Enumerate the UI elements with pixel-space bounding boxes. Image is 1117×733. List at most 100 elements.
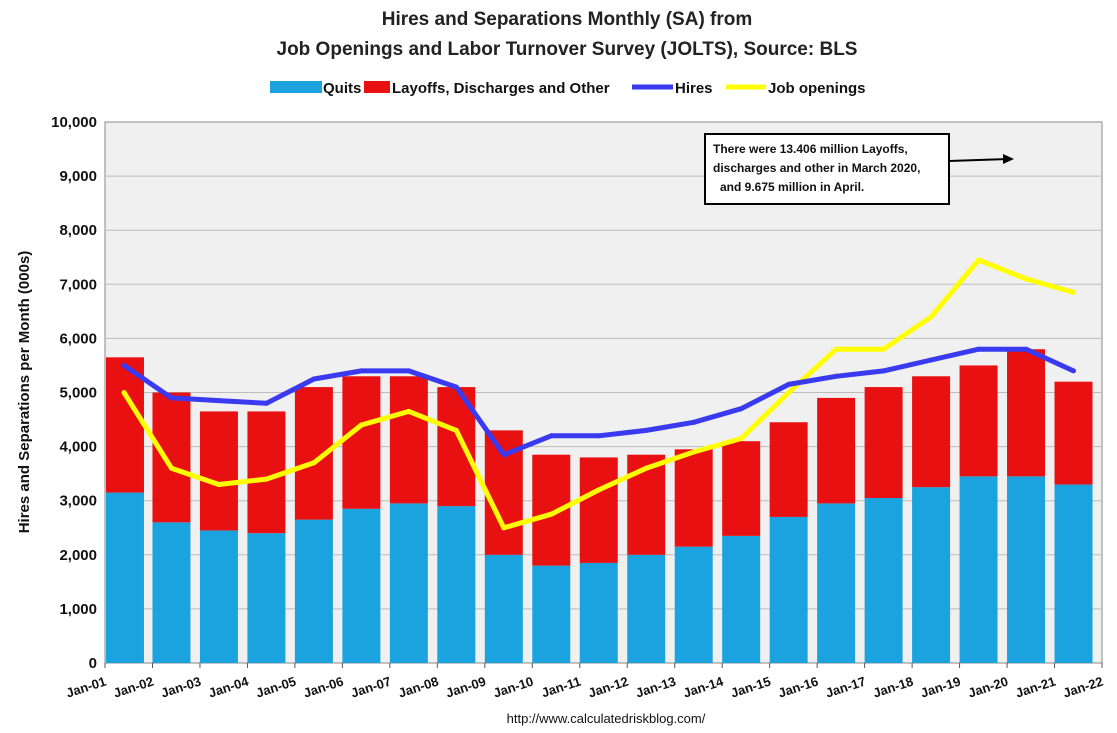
y-tick-label: 2,000 bbox=[59, 547, 97, 564]
line-hires-point bbox=[928, 357, 934, 363]
y-axis-label: Hires and Separations per Month (000s) bbox=[16, 251, 33, 534]
x-tick-label: Jan-09 bbox=[444, 674, 488, 701]
x-tick-label: Jan-22 bbox=[1061, 674, 1105, 701]
bar-quits bbox=[342, 508, 381, 663]
x-tick-label: Jan-14 bbox=[681, 673, 726, 700]
line-hires-point bbox=[691, 419, 697, 425]
legend-label-layoffs: Layoffs, Discharges and Other bbox=[392, 80, 610, 97]
bar-quits bbox=[912, 487, 951, 663]
chart-subtitle: Job Openings and Labor Turnover Survey (… bbox=[277, 39, 858, 60]
annotation-box bbox=[704, 133, 950, 205]
x-tick-label: Jan-19 bbox=[919, 674, 963, 701]
line-openings-point bbox=[121, 390, 127, 395]
x-tick-label: Jan-07 bbox=[349, 674, 393, 701]
line-openings-point bbox=[1071, 289, 1076, 295]
legend: Quits Layoffs, Discharges and Other Hire… bbox=[270, 80, 866, 97]
bar-quits bbox=[389, 503, 428, 663]
source-url: http://www.calculatedriskblog.com/ bbox=[507, 711, 706, 726]
line-hires-group bbox=[121, 346, 1076, 458]
line-openings-point bbox=[169, 465, 174, 471]
line-hires-point bbox=[548, 433, 554, 439]
bars-quits bbox=[106, 476, 1093, 663]
bar-quits bbox=[484, 554, 523, 663]
bar-quits bbox=[579, 562, 618, 663]
bar-layoffs bbox=[579, 457, 618, 563]
legend-label-hires: Hires bbox=[675, 80, 713, 97]
bar-quits bbox=[152, 522, 191, 663]
bar-layoffs bbox=[912, 376, 951, 488]
bars-layoffs bbox=[106, 349, 1093, 566]
line-hires-point bbox=[738, 406, 744, 412]
line-openings-point bbox=[596, 487, 602, 493]
bar-quits bbox=[864, 497, 903, 663]
bar-quits bbox=[627, 554, 666, 663]
line-hires-point bbox=[1071, 368, 1076, 374]
bar-layoffs bbox=[342, 376, 381, 509]
line-hires-point bbox=[976, 346, 982, 352]
bar-layoffs bbox=[864, 387, 903, 498]
line-hires-point bbox=[216, 398, 222, 404]
bar-quits bbox=[437, 506, 476, 663]
line-openings-point bbox=[311, 460, 317, 466]
line-openings-point bbox=[928, 314, 934, 320]
line-hires-point bbox=[833, 373, 839, 379]
line-hires-point bbox=[169, 395, 174, 401]
bar-layoffs bbox=[722, 441, 761, 536]
line-hires-point bbox=[643, 427, 649, 433]
x-tick-label: Jan-12 bbox=[586, 674, 630, 701]
annotation-line-3: and 9.675 million in April. bbox=[720, 180, 864, 194]
line-openings-point bbox=[406, 408, 412, 414]
legend-swatch-layoffs bbox=[364, 81, 390, 93]
y-tick-label: 10,000 bbox=[51, 114, 97, 131]
line-hires-point bbox=[1023, 346, 1029, 352]
x-tick-label: Jan-15 bbox=[729, 674, 773, 701]
legend-swatch-quits bbox=[270, 81, 322, 93]
line-openings-point bbox=[691, 449, 697, 455]
x-tick-label: Jan-13 bbox=[634, 674, 678, 701]
line-openings-point bbox=[738, 436, 744, 441]
line-hires-point bbox=[311, 376, 317, 382]
y-tick-labels: 0 1,000 2,000 3,000 4,000 5,000 6,000 7,000 8,00… bbox=[51, 114, 97, 672]
legend-label-quits: Quits bbox=[323, 80, 361, 97]
x-tick-label: Jan-18 bbox=[871, 674, 915, 701]
line-hires-point bbox=[358, 368, 364, 374]
x-tick-label: Jan-01 bbox=[64, 674, 108, 701]
bar-quits bbox=[247, 533, 286, 663]
x-tick-label: Jan-02 bbox=[112, 674, 156, 701]
bar-layoffs bbox=[817, 397, 856, 504]
line-hires-point bbox=[596, 433, 602, 439]
x-tick-label: Jan-10 bbox=[491, 674, 535, 701]
annotation: There were 13.406 million Layoffs, disch… bbox=[704, 133, 1014, 205]
bar-layoffs bbox=[1054, 381, 1093, 485]
bar-layoffs bbox=[769, 422, 808, 517]
bar-quits bbox=[106, 492, 144, 663]
y-tick-label: 4,000 bbox=[59, 439, 97, 456]
line-hires-point bbox=[406, 368, 412, 374]
line-openings-point bbox=[216, 482, 222, 487]
annotation-arrow bbox=[948, 158, 1009, 162]
y-tick-label: 9,000 bbox=[59, 168, 97, 185]
bar-layoffs bbox=[106, 357, 144, 493]
chart-title: Hires and Separations Monthly (SA) from bbox=[382, 9, 753, 30]
y-tick-label: 6,000 bbox=[59, 330, 97, 347]
x-tick-label: Jan-06 bbox=[301, 674, 345, 701]
bar-quits bbox=[959, 476, 998, 663]
bar-layoffs bbox=[1007, 349, 1046, 477]
bar-quits bbox=[769, 516, 808, 663]
x-tick-label: Jan-04 bbox=[207, 673, 252, 700]
x-tick-label: Jan-03 bbox=[159, 674, 203, 701]
x-tick-label: Jan-05 bbox=[254, 674, 298, 701]
line-openings-point bbox=[1023, 276, 1029, 282]
x-tick-label: Jan-11 bbox=[540, 674, 583, 701]
line-openings-point bbox=[453, 427, 459, 433]
bar-quits bbox=[817, 503, 856, 663]
line-openings-point bbox=[833, 346, 839, 352]
bar-layoffs bbox=[674, 449, 713, 547]
annotation-line-2: discharges and other in March 2020, bbox=[713, 161, 920, 175]
line-openings-point bbox=[643, 465, 649, 471]
y-tick-label: 5,000 bbox=[59, 385, 97, 402]
line-openings-point bbox=[501, 525, 507, 531]
line-hires-point bbox=[121, 362, 127, 368]
bar-layoffs bbox=[152, 392, 191, 523]
x-tick-labels: Jan-01 Jan-02 Jan-03 Jan-04 Jan-05 Jan-06 Jan-… bbox=[64, 663, 1105, 701]
